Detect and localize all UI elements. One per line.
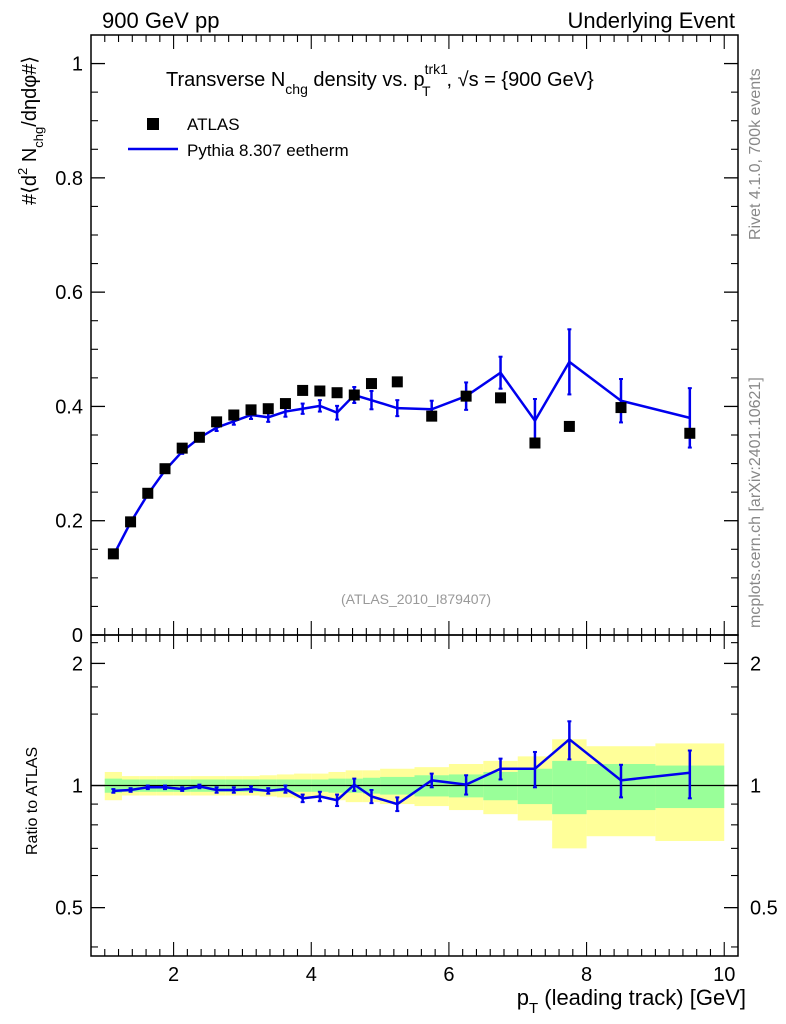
- data-point: [159, 463, 171, 475]
- x-tick-label: 10: [713, 964, 735, 986]
- ratio-y-tick-label-right: 2: [750, 653, 761, 675]
- ratio-y-ticks: 0.5 0.5 1 1 2 2: [55, 642, 778, 948]
- mc-series: [111, 328, 692, 559]
- data-point: [142, 487, 154, 499]
- data-point: [245, 404, 257, 416]
- main-y-ticks: 0 0.2 0.4 0.6 0.8 1: [55, 54, 738, 647]
- x-tick-label: 8: [581, 964, 592, 986]
- main-title: Transverse Nchg density vs. ptrk1 T , √s =…: [166, 61, 594, 99]
- ratio-mc-series: [111, 720, 692, 813]
- rivet-version-label: Rivet 4.1.0, 700k events: [747, 68, 764, 240]
- ratio-y-tick-label-right: 1: [750, 776, 761, 798]
- xlabel-part-a-sub: T: [529, 1000, 538, 1017]
- ylabel-part-b: N: [19, 148, 41, 168]
- x-tick-label: 4: [306, 964, 317, 986]
- ylabel-part-a-sup: 2: [15, 168, 30, 175]
- x-tick-label: 6: [443, 964, 454, 986]
- data-point: [228, 409, 240, 421]
- ratio-plot: 0.5 0.5 1 1 2 2 2 4 6 8 10 Ratio to ATLAS: [24, 634, 778, 986]
- data-point: [314, 385, 326, 397]
- main-x-ticks: [104, 35, 725, 635]
- data-point: [460, 390, 472, 402]
- main-y-tick-label: 0.2: [55, 511, 83, 533]
- data-point: [193, 431, 205, 443]
- ylabel-part-a: #⟨d: [19, 175, 41, 205]
- data-point: [495, 392, 507, 404]
- ratio-y-tick-label-left: 1: [72, 776, 83, 798]
- main-y-tick-label: 0.4: [55, 396, 83, 418]
- main-y-tick-label: 0: [72, 625, 83, 647]
- data-point: [279, 398, 291, 410]
- x-tick-label: 2: [168, 964, 179, 986]
- header-left: 900 GeV pp: [102, 8, 219, 33]
- xlabel-part-a: p: [517, 985, 529, 1010]
- data-point: [125, 516, 137, 528]
- ylabel-part-c: /dηdφ#⟩: [19, 56, 41, 127]
- legend-data-marker: [147, 118, 159, 130]
- mc-line: [112, 360, 691, 557]
- x-axis-label: pT (leading track) [GeV]: [517, 985, 746, 1017]
- ratio-plot-frame: [90, 634, 739, 957]
- data-point: [426, 410, 438, 422]
- ratio-y-axis-label: Ratio to ATLAS: [24, 747, 41, 855]
- main-y-axis-label: #⟨d2 Nchg/dηdφ#⟩: [15, 56, 46, 205]
- data-point: [563, 420, 575, 432]
- title-part-b-sup: trk1: [425, 61, 449, 77]
- data-point: [684, 427, 696, 439]
- ratio-uncertainty-bands: [104, 739, 725, 849]
- data-point: [365, 378, 377, 390]
- ratio-y-tick-label-left: 0.5: [55, 898, 83, 920]
- title-part-c: , √s = {900 GeV}: [447, 69, 595, 91]
- data-point: [529, 437, 541, 449]
- legend-mc-label: Pythia 8.307 eetherm: [187, 141, 349, 160]
- main-y-tick-label: 0.8: [55, 168, 83, 190]
- data-point: [615, 402, 627, 414]
- data-point: [262, 403, 274, 415]
- main-y-tick-label: 0.6: [55, 282, 83, 304]
- data-point: [176, 442, 188, 454]
- data-point: [211, 416, 223, 428]
- xlabel-part-b: (leading track) [GeV]: [538, 985, 746, 1010]
- main-y-tick-label: 1: [72, 54, 83, 76]
- mcplots-label: mcplots.cern.ch [arXiv:2401.10621]: [747, 377, 764, 628]
- analysis-id-label: (ATLAS_2010_I879407): [341, 591, 491, 607]
- ratio-y-tick-label-right: 0.5: [750, 898, 778, 920]
- title-part-a: Transverse N: [166, 69, 285, 91]
- legend-data-label: ATLAS: [187, 115, 240, 134]
- data-point: [107, 548, 119, 560]
- data-point: [391, 376, 403, 388]
- ratio-y-tick-label-left: 2: [72, 653, 83, 675]
- main-plot: 00.20.40.60.81 Transverse Nchg density v…: [15, 34, 739, 647]
- ratio-mc-line: [113, 737, 690, 806]
- header-right: Underlying Event: [567, 8, 735, 33]
- ratio-x-ticks: 2 4 6 8 10: [104, 635, 735, 986]
- title-part-b-sub: T: [422, 83, 431, 99]
- title-part-b: density vs. p: [308, 69, 425, 91]
- data-series: [107, 376, 696, 560]
- title-part-a-sub: chg: [285, 81, 308, 97]
- ylabel-part-b-sub: chg: [31, 127, 46, 148]
- data-point: [331, 387, 343, 399]
- data-point: [348, 389, 360, 401]
- data-point: [297, 384, 309, 396]
- ratio-band-inner: [552, 760, 587, 815]
